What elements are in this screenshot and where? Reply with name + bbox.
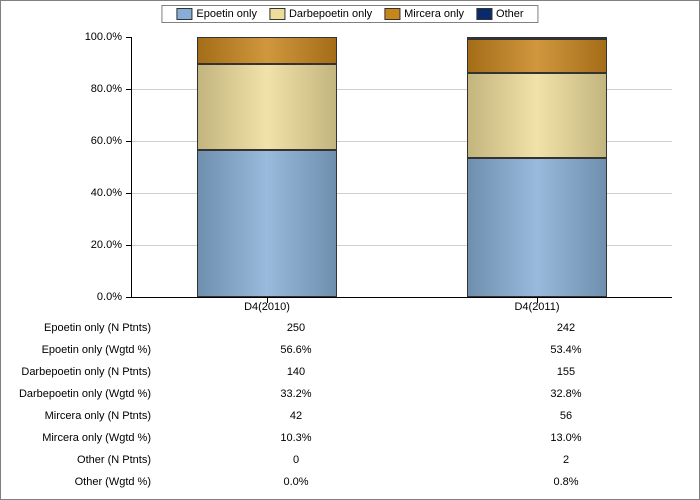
x-tick-label: D4(2011) bbox=[477, 301, 597, 313]
y-tick-label: 40.0% bbox=[72, 187, 122, 199]
y-tick-label: 0.0% bbox=[72, 291, 122, 303]
table-cell: 140 bbox=[161, 366, 431, 378]
table-cell: 0.8% bbox=[431, 476, 700, 488]
table-row: Darbepoetin only (N Ptnts)140155 bbox=[1, 361, 700, 383]
legend-label: Other bbox=[496, 8, 524, 20]
y-tick bbox=[126, 141, 132, 142]
table-cell: 0 bbox=[161, 454, 431, 466]
table-cell: 56 bbox=[431, 410, 700, 422]
table-row: Epoetin only (N Ptnts)250242 bbox=[1, 317, 700, 339]
table-cell: 32.8% bbox=[431, 388, 700, 400]
table-row: Other (N Ptnts)02 bbox=[1, 449, 700, 471]
y-tick bbox=[126, 37, 132, 38]
legend-item: Mircera only bbox=[384, 8, 464, 20]
table-row-label: Mircera only (N Ptnts) bbox=[1, 410, 161, 422]
y-tick-label: 100.0% bbox=[72, 31, 122, 43]
legend-swatch bbox=[269, 8, 285, 20]
bar-segment-darbepoetin bbox=[467, 73, 607, 158]
chart-frame: Epoetin only Darbepoetin only Mircera only… bbox=[0, 0, 700, 500]
bar-segment-epoetin bbox=[197, 150, 337, 297]
bar-segment-darbepoetin bbox=[197, 64, 337, 150]
table-row: Other (Wgtd %)0.0%0.8% bbox=[1, 471, 700, 493]
table-cell: 56.6% bbox=[161, 344, 431, 356]
bar-segment-mircera bbox=[467, 39, 607, 73]
y-tick-label: 20.0% bbox=[72, 239, 122, 251]
x-tick-label: D4(2010) bbox=[207, 301, 327, 313]
y-tick bbox=[126, 193, 132, 194]
legend-label: Mircera only bbox=[404, 8, 464, 20]
table-cell: 42 bbox=[161, 410, 431, 422]
table-cell: 155 bbox=[431, 366, 700, 378]
table-row-label: Darbepoetin only (Wgtd %) bbox=[1, 388, 161, 400]
legend-swatch bbox=[476, 8, 492, 20]
y-tick-label: 60.0% bbox=[72, 135, 122, 147]
table-row-label: Darbepoetin only (N Ptnts) bbox=[1, 366, 161, 378]
bar-segment-other bbox=[467, 37, 607, 39]
table-cell: 0.0% bbox=[161, 476, 431, 488]
table-cell: 10.3% bbox=[161, 432, 431, 444]
legend-swatch bbox=[384, 8, 400, 20]
table-cell: 2 bbox=[431, 454, 700, 466]
table-row-label: Mircera only (Wgtd %) bbox=[1, 432, 161, 444]
legend-swatch bbox=[176, 8, 192, 20]
table-row: Mircera only (N Ptnts)4256 bbox=[1, 405, 700, 427]
table-row: Darbepoetin only (Wgtd %)33.2%32.8% bbox=[1, 383, 700, 405]
bar-segment-epoetin bbox=[467, 158, 607, 297]
y-tick bbox=[126, 245, 132, 246]
bar bbox=[467, 37, 607, 297]
table-cell: 33.2% bbox=[161, 388, 431, 400]
table-row-label: Other (Wgtd %) bbox=[1, 476, 161, 488]
bar bbox=[197, 37, 337, 297]
table-row-label: Other (N Ptnts) bbox=[1, 454, 161, 466]
table-cell: 13.0% bbox=[431, 432, 700, 444]
legend-item: Epoetin only bbox=[176, 8, 257, 20]
legend-item: Darbepoetin only bbox=[269, 8, 372, 20]
plot-area: 0.0%20.0%40.0%60.0%80.0%100.0%D4(2010)D4… bbox=[131, 37, 672, 298]
legend-item: Other bbox=[476, 8, 524, 20]
table-cell: 242 bbox=[431, 322, 700, 334]
table-row: Mircera only (Wgtd %)10.3%13.0% bbox=[1, 427, 700, 449]
table-cell: 250 bbox=[161, 322, 431, 334]
table-row: Epoetin only (Wgtd %)56.6%53.4% bbox=[1, 339, 700, 361]
table-row-label: Epoetin only (Wgtd %) bbox=[1, 344, 161, 356]
y-tick-label: 80.0% bbox=[72, 83, 122, 95]
y-tick bbox=[126, 297, 132, 298]
legend-label: Darbepoetin only bbox=[289, 8, 372, 20]
legend: Epoetin only Darbepoetin only Mircera only… bbox=[161, 5, 538, 23]
table-cell: 53.4% bbox=[431, 344, 700, 356]
data-table: Epoetin only (N Ptnts)250242Epoetin only… bbox=[1, 317, 700, 493]
legend-label: Epoetin only bbox=[196, 8, 257, 20]
bar-segment-mircera bbox=[197, 37, 337, 64]
table-row-label: Epoetin only (N Ptnts) bbox=[1, 322, 161, 334]
y-tick bbox=[126, 89, 132, 90]
